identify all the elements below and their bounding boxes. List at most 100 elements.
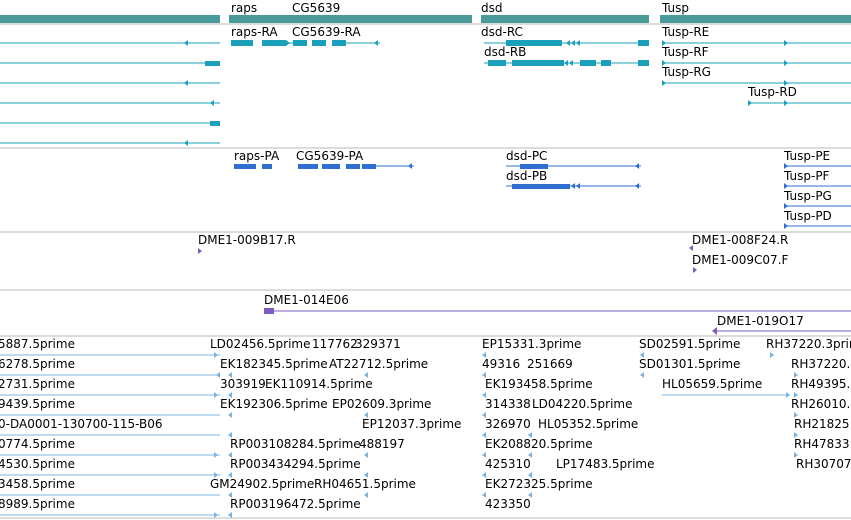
- est-label[interactable]: RH04651.5prime: [314, 477, 416, 491]
- est-label[interactable]: EK110914.5prime: [265, 377, 373, 391]
- est-label[interactable]: AT22712.5prime: [329, 357, 429, 371]
- exon-block: [293, 40, 307, 46]
- transcript-label[interactable]: raps-RA: [231, 25, 278, 39]
- clone-label[interactable]: DME1-008F24.R: [692, 233, 789, 247]
- est-label[interactable]: EP15331.3prime: [482, 337, 582, 351]
- strand-arrow: [364, 412, 368, 418]
- gene-label[interactable]: CG5639: [292, 1, 341, 15]
- exon-block: [638, 60, 649, 66]
- est-label[interactable]: RH37220.: [791, 357, 851, 371]
- strand-arrow: [214, 392, 218, 398]
- est-label[interactable]: 9439.5prime: [0, 397, 75, 411]
- clone-label[interactable]: DME1-009C07.F: [692, 253, 789, 267]
- transcript-label[interactable]: dsd-RB: [484, 45, 527, 59]
- protein-label[interactable]: Tusp-PD: [784, 209, 832, 223]
- est-label[interactable]: 423350: [485, 497, 531, 511]
- est-label[interactable]: 488197: [359, 437, 405, 451]
- strand-arrow: [794, 372, 798, 378]
- est-label[interactable]: SD01301.5prime: [639, 357, 741, 371]
- est-label[interactable]: RH26010.: [791, 397, 851, 411]
- est-label[interactable]: EP12037.3prime: [362, 417, 462, 431]
- est-label[interactable]: EK208820.5prime: [485, 437, 593, 451]
- gene-bar: [481, 15, 649, 23]
- protein-label[interactable]: Tusp-PF: [784, 169, 830, 183]
- strand-arrow: [528, 492, 532, 498]
- est-label[interactable]: 314338: [485, 397, 531, 411]
- est-label[interactable]: EK182345.5prime: [220, 357, 328, 371]
- strand-arrow: [784, 40, 788, 46]
- exon-block: [322, 164, 340, 169]
- clone-label[interactable]: DME1-014E06: [264, 293, 349, 307]
- est-label[interactable]: RH30707: [796, 457, 851, 471]
- transcript-label[interactable]: Tusp-RF: [662, 45, 709, 59]
- est-label[interactable]: HL05659.5prime: [662, 377, 763, 391]
- exon-block: [205, 61, 220, 66]
- est-label[interactable]: 3458.5prime: [0, 477, 75, 491]
- est-label[interactable]: 117762: [312, 337, 358, 351]
- est-label[interactable]: 4530.5prime: [0, 457, 75, 471]
- gene-bar: [660, 15, 851, 23]
- protein-label[interactable]: dsd-PB: [506, 169, 548, 183]
- transcript-label[interactable]: CG5639-RA: [292, 25, 361, 39]
- est-label[interactable]: 8989.5prime: [0, 497, 75, 511]
- gene-bar: [290, 15, 472, 23]
- est-label[interactable]: RP003108284.5prime: [230, 437, 361, 451]
- clone-label[interactable]: DME1-009B17.R: [198, 233, 296, 247]
- est-label[interactable]: EP02609.3prime: [332, 397, 432, 411]
- est-label[interactable]: RH49395.: [791, 377, 851, 391]
- strand-arrow: [214, 452, 218, 458]
- est-label[interactable]: 326970: [485, 417, 531, 431]
- est-label[interactable]: 6278.5prime: [0, 357, 75, 371]
- est-label[interactable]: 425310: [485, 457, 531, 471]
- transcript-label[interactable]: Tusp-RE: [662, 25, 710, 39]
- gene-label[interactable]: raps: [231, 1, 258, 15]
- est-label[interactable]: LD04220.5prime: [532, 397, 633, 411]
- est-label[interactable]: 5887.5prime: [0, 337, 75, 351]
- strand-arrow: [228, 392, 232, 398]
- est-label[interactable]: EK193458.5prime: [485, 377, 593, 391]
- strand-arrow: [228, 452, 232, 458]
- exon-block: [638, 40, 649, 46]
- gene-label[interactable]: dsd: [481, 1, 503, 15]
- strand-arrow: [364, 372, 368, 378]
- est-label[interactable]: 303919: [220, 377, 266, 391]
- est-label[interactable]: 0774.5prime: [0, 437, 75, 451]
- est-label[interactable]: 0-DA0001-130700-115-B06: [0, 417, 163, 431]
- est-label[interactable]: LD02456.5prime: [210, 337, 311, 351]
- exon-block: [362, 164, 376, 169]
- strand-arrow: [640, 372, 644, 378]
- est-label[interactable]: RH37220.3prime: [766, 337, 851, 351]
- transcript-label[interactable]: Tusp-RG: [662, 65, 711, 79]
- transcript-label[interactable]: Tusp-RD: [748, 85, 797, 99]
- exon-block: [346, 164, 360, 169]
- est-label[interactable]: EK272325.5prime: [485, 477, 593, 491]
- est-label[interactable]: HL05352.5prime: [538, 417, 639, 431]
- est-label[interactable]: 251669: [527, 357, 573, 371]
- strand-arrow: [228, 472, 232, 478]
- est-label[interactable]: 49316: [482, 357, 521, 371]
- gene-label[interactable]: Tusp: [662, 1, 689, 15]
- est-label[interactable]: RH47833: [794, 437, 850, 451]
- strand-arrow: [482, 472, 486, 478]
- strand-arrow: [748, 100, 752, 106]
- est-label[interactable]: RP003196472.5prime: [230, 497, 361, 511]
- est-label[interactable]: SD02591.5prime: [639, 337, 741, 351]
- est-label[interactable]: 2731.5prime: [0, 377, 75, 391]
- strand-arrow: [198, 248, 202, 254]
- transcript-label[interactable]: dsd-RC: [481, 25, 523, 39]
- protein-label[interactable]: Tusp-PG: [784, 189, 832, 203]
- est-label[interactable]: LP17483.5prime: [556, 457, 655, 471]
- est-label[interactable]: EK192306.5prime: [220, 397, 328, 411]
- est-label[interactable]: GM24902.5prime: [210, 477, 315, 491]
- protein-label[interactable]: CG5639-PA: [296, 149, 364, 163]
- protein-label[interactable]: Tusp-PE: [784, 149, 831, 163]
- est-label[interactable]: RH21825: [794, 417, 850, 431]
- protein-label[interactable]: raps-PA: [234, 149, 280, 163]
- est-label[interactable]: RP003434294.5prime: [230, 457, 361, 471]
- clone-label[interactable]: DME1-019O17: [717, 314, 804, 328]
- protein-label[interactable]: dsd-PC: [506, 149, 548, 163]
- strand-arrow: [482, 372, 486, 378]
- est-label[interactable]: 329371: [355, 337, 401, 351]
- strand-arrow: [228, 432, 232, 438]
